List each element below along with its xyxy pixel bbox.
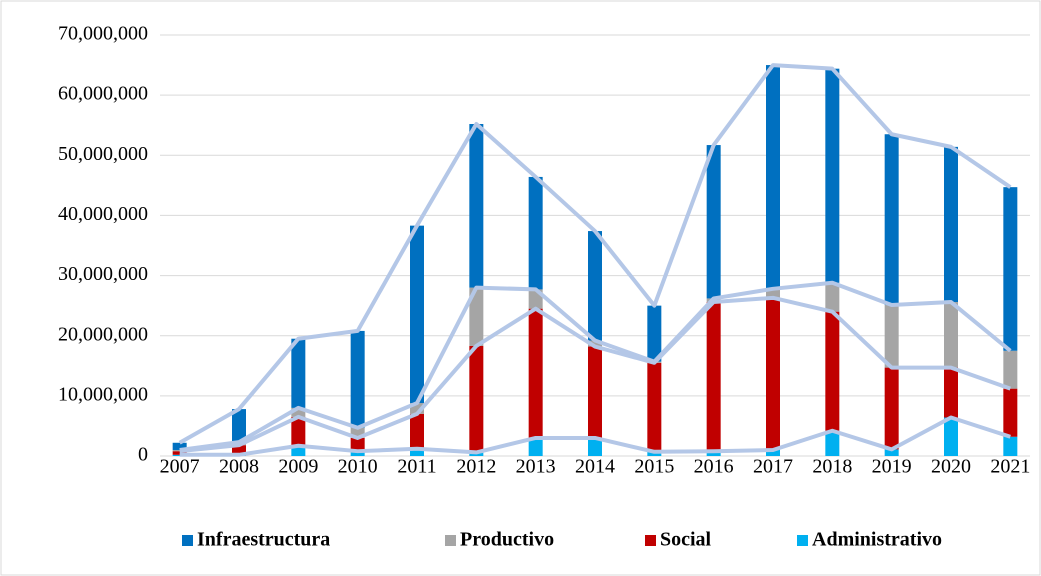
bar	[944, 146, 958, 303]
bar	[469, 287, 484, 346]
bar	[706, 451, 721, 456]
bars	[172, 65, 1018, 456]
bar	[350, 427, 365, 438]
bar	[232, 409, 246, 443]
x-tick-label: 2017	[753, 456, 793, 478]
y-tick-label: 60,000,000	[58, 83, 148, 105]
x-tick-label: 2015	[634, 456, 674, 478]
bar	[825, 311, 840, 431]
bar	[1003, 388, 1018, 437]
x-tick-label: 2008	[219, 456, 259, 478]
legend-label: Administrativo	[812, 529, 942, 551]
bar	[825, 430, 840, 456]
series-line	[179, 415, 1011, 457]
y-tick-label: 50,000,000	[58, 143, 148, 165]
bar	[825, 68, 840, 283]
bar	[172, 442, 187, 450]
bar	[647, 305, 662, 362]
legend-swatch	[645, 535, 656, 546]
x-tick-label: 2021	[990, 456, 1030, 478]
bar	[884, 367, 899, 450]
bar	[291, 338, 306, 408]
legend: Infraestructura Productivo Social Administr…	[182, 529, 942, 551]
bar	[410, 225, 424, 404]
x-tick-label: 2009	[278, 456, 318, 478]
bar	[469, 124, 484, 288]
bar	[766, 297, 780, 450]
y-tick-label: 70,000,000	[58, 23, 148, 45]
bar	[528, 176, 543, 290]
legend-swatch	[182, 535, 193, 546]
legend-label: Social	[660, 529, 712, 551]
bar	[588, 340, 602, 347]
legend-swatch	[797, 535, 808, 546]
x-tick-label: 2020	[931, 456, 971, 478]
legend-swatch	[445, 535, 456, 546]
bar	[350, 451, 365, 456]
bar	[706, 145, 721, 299]
bar	[825, 282, 840, 312]
legend-label: Productivo	[460, 529, 554, 551]
bar	[528, 308, 543, 438]
bar	[410, 413, 424, 449]
bar	[766, 449, 780, 456]
bar	[469, 345, 484, 453]
bar	[588, 231, 602, 341]
x-tick-label: 2016	[694, 456, 734, 478]
bar	[1003, 187, 1018, 351]
series-line	[179, 280, 1012, 452]
labels: 0 10,000,000 20,000,000 30,000,000 40,000,00…	[58, 23, 1030, 478]
x-tick-label: 2012	[456, 456, 496, 478]
bar	[944, 302, 958, 368]
y-tick-label: 0	[138, 444, 148, 466]
bar	[884, 449, 899, 456]
x-tick-label: 2014	[575, 456, 615, 478]
y-tick-label: 40,000,000	[58, 203, 148, 225]
x-tick-label: 2007	[160, 456, 200, 478]
y-tick-label: 10,000,000	[58, 383, 148, 405]
bar	[528, 437, 543, 456]
bar	[944, 367, 958, 418]
series-line	[179, 295, 1011, 454]
bar	[410, 403, 424, 414]
bar	[1003, 436, 1018, 456]
bar	[291, 416, 306, 446]
bar	[884, 305, 899, 368]
bar	[706, 302, 721, 452]
bar	[944, 417, 958, 456]
x-tick-label: 2019	[872, 456, 912, 478]
series-line	[178, 63, 1012, 445]
x-tick-label: 2011	[397, 456, 436, 478]
x-tick-label: 2018	[812, 456, 852, 478]
x-tick-label: 2013	[516, 456, 556, 478]
bar	[410, 448, 424, 456]
bar	[588, 437, 602, 456]
bar	[647, 451, 662, 456]
bar	[291, 407, 306, 417]
y-tick-label: 20,000,000	[58, 323, 148, 345]
bar	[350, 437, 365, 452]
series-lines	[178, 63, 1012, 457]
y-tick-label: 30,000,000	[58, 263, 148, 285]
bar	[350, 330, 365, 428]
bar	[1003, 350, 1018, 389]
bar	[766, 288, 780, 298]
bar	[647, 362, 662, 452]
bar	[291, 445, 306, 456]
x-tick-label: 2010	[338, 456, 378, 478]
bar	[766, 65, 780, 289]
bar	[588, 346, 602, 438]
bar	[232, 445, 246, 455]
legend-label: Infraestructura	[197, 529, 330, 551]
bar	[884, 134, 899, 306]
